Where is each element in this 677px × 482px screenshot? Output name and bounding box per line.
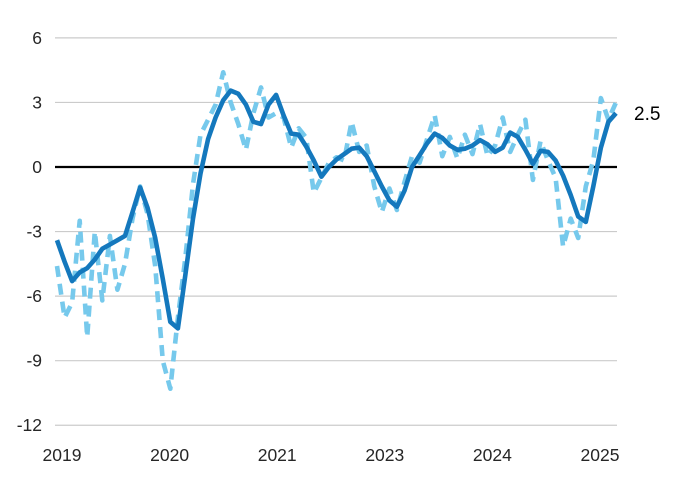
y-axis-label: -12 (17, 415, 42, 435)
y-axis-label: -3 (26, 222, 42, 242)
x-axis-label: 2019 (43, 445, 82, 465)
y-axis-label: -6 (26, 286, 42, 306)
x-axis-label: 2021 (258, 445, 297, 465)
trend-series-line (54, 88, 618, 331)
monthly-series-line (54, 70, 619, 392)
y-axis-label: 6 (32, 28, 42, 48)
y-axis-label: 3 (32, 92, 42, 112)
x-axis-label: 2023 (365, 445, 404, 465)
x-axis-label: 2020 (150, 445, 189, 465)
y-axis-label: 0 (32, 157, 42, 177)
x-axis-label: 2024 (473, 445, 512, 465)
y-axis-label: -9 (26, 351, 42, 371)
end-value-label: 2.5 (634, 104, 660, 125)
x-axis-label: 2025 (581, 445, 620, 465)
